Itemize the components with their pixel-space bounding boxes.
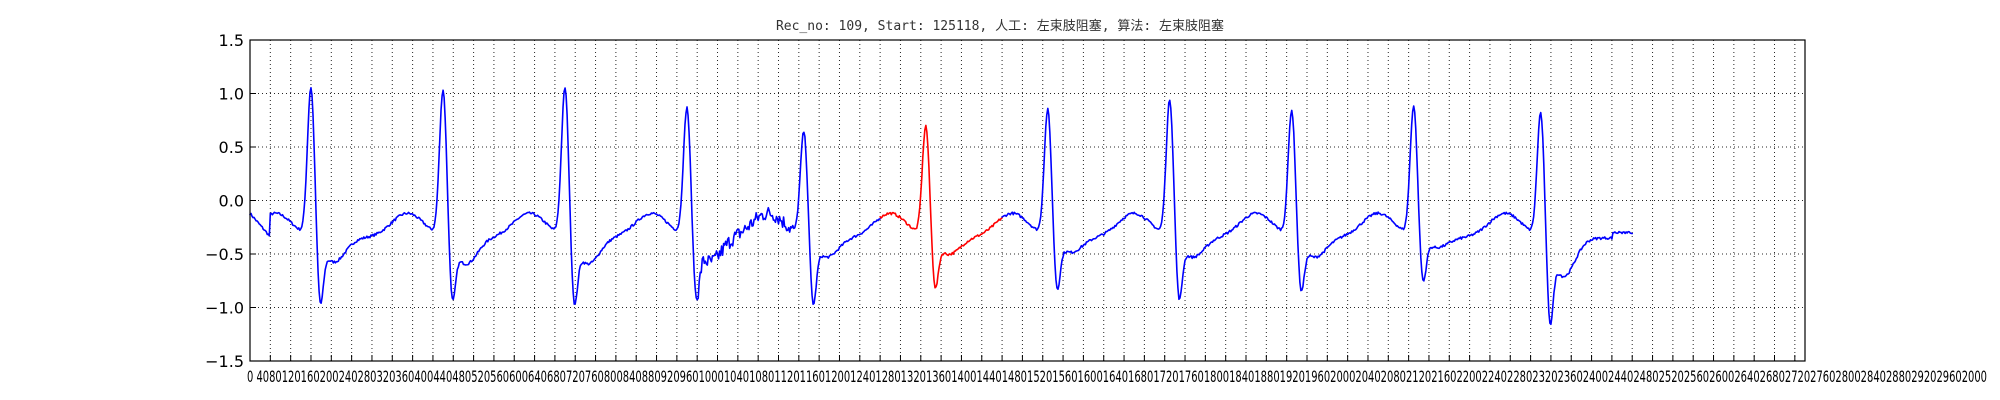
y-tick-label: 0.0 bbox=[219, 192, 244, 211]
ecg-trace-segment-normal bbox=[1001, 99, 1634, 326]
plot-frame bbox=[249, 39, 1806, 362]
y-tick-label: −1.0 bbox=[205, 299, 244, 318]
y-tick-label: 1.5 bbox=[219, 31, 244, 50]
x-axis-ticks bbox=[249, 355, 1796, 361]
y-tick-label: 1.0 bbox=[219, 85, 244, 104]
y-tick-label: 0.5 bbox=[219, 138, 244, 157]
grid bbox=[249, 40, 1805, 361]
ecg-trace-segment-normal bbox=[249, 87, 881, 305]
y-tick-label: −0.5 bbox=[205, 245, 244, 264]
y-axis-ticks: −1.5 −1.0 −0.5 0.0 0.5 1.0 1.5 bbox=[205, 31, 256, 371]
y-tick-label: −1.5 bbox=[205, 352, 244, 371]
ecg-trace-segment-highlight bbox=[879, 124, 1003, 289]
ecg-series bbox=[249, 87, 1634, 326]
chart-title: Rec_no: 109, Start: 125118, 人工: 左束肢阻塞, 算… bbox=[776, 18, 1224, 34]
x-tick-labels: 0 40801201602002402803203604004404805205… bbox=[247, 367, 1987, 386]
